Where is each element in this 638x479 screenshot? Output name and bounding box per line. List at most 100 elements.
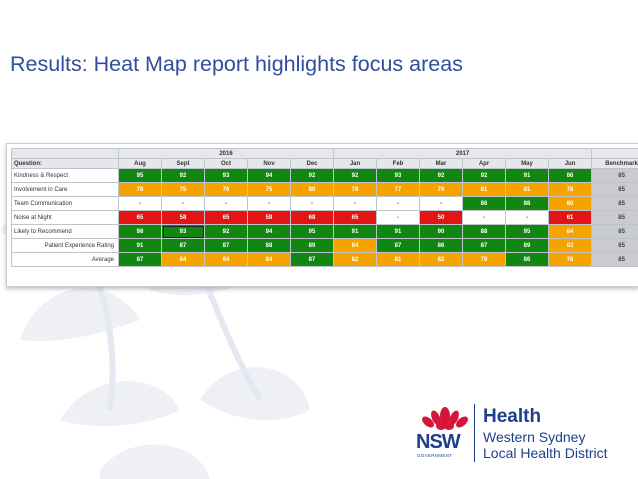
benchmark-cell: 85 <box>591 224 638 239</box>
heatmap-cell[interactable]: - <box>161 196 205 211</box>
heatmap-cell[interactable]: - <box>247 196 291 211</box>
heatmap-cell[interactable]: 65 <box>118 210 162 225</box>
heatmap-cell[interactable]: 86 <box>547 168 593 183</box>
heatmap-cell[interactable]: 75 <box>247 182 291 197</box>
heatmap-cell[interactable]: 89 <box>290 238 334 253</box>
month-header: Jan <box>333 158 377 169</box>
heatmap-cell[interactable]: 78 <box>547 252 593 267</box>
district-line-1: Western Sydney <box>483 429 586 445</box>
heatmap-cell[interactable]: - <box>419 196 463 211</box>
heatmap-cell[interactable]: 92 <box>290 168 334 183</box>
heatmap-cell[interactable]: 95 <box>505 224 549 239</box>
heatmap-cell[interactable]: - <box>333 196 377 211</box>
heatmap-cell[interactable]: 93 <box>376 168 420 183</box>
heatmap-cell[interactable]: 91 <box>376 224 420 239</box>
heatmap-cell[interactable]: 86 <box>462 196 506 211</box>
heatmap-cell[interactable]: 87 <box>161 238 205 253</box>
heatmap-cell[interactable]: 92 <box>333 168 377 183</box>
heatmap-cell[interactable]: 76 <box>419 182 463 197</box>
heatmap-cell[interactable]: 84 <box>247 252 291 267</box>
heatmap-cell[interactable]: 68 <box>290 210 334 225</box>
heatmap-cell[interactable]: 84 <box>547 224 593 239</box>
heatmap-cell[interactable]: 93 <box>161 224 205 239</box>
heatmap-cell[interactable]: 78 <box>333 182 377 197</box>
month-header: Feb <box>376 158 420 169</box>
heatmap-cell[interactable]: 82 <box>333 252 377 267</box>
question-label: Average <box>11 252 119 267</box>
month-header: Dec <box>290 158 334 169</box>
heatmap-cell[interactable]: 95 <box>290 224 334 239</box>
year-header-row: 2016 2017 <box>11 148 638 159</box>
waratah-logo-icon <box>422 407 468 430</box>
heatmap-cell[interactable]: - <box>204 196 248 211</box>
heatmap-cell[interactable]: 86 <box>419 238 463 253</box>
heatmap-cell[interactable]: 95 <box>118 168 162 183</box>
heatmap-cell[interactable]: - <box>462 210 506 225</box>
heatmap-cell[interactable]: 82 <box>419 252 463 267</box>
heatmap-cell[interactable]: - <box>118 196 162 211</box>
heatmap-cell[interactable]: 65 <box>333 210 377 225</box>
heatmap-cell[interactable]: 92 <box>419 168 463 183</box>
heatmap-cell[interactable]: 92 <box>462 168 506 183</box>
heatmap-cell[interactable]: 78 <box>547 182 593 197</box>
heatmap-cell[interactable]: 58 <box>161 210 205 225</box>
heatmap-cell[interactable]: - <box>376 210 420 225</box>
heatmap-cell[interactable]: 65 <box>204 210 248 225</box>
heatmap-cell[interactable]: 59 <box>247 210 291 225</box>
heatmap-cell[interactable]: 84 <box>333 238 377 253</box>
heatmap-cell[interactable]: 94 <box>247 224 291 239</box>
heatmap-cell[interactable]: 84 <box>204 252 248 267</box>
heatmap-cell[interactable]: 90 <box>419 224 463 239</box>
heatmap-row: Noise at Night 65 58 65 59 68 65-50- -61 85 <box>11 210 638 225</box>
heatmap-cell[interactable]: 94 <box>247 168 291 183</box>
heatmap-cell[interactable]: 83 <box>547 238 593 253</box>
heatmap-cell[interactable]: 98 <box>118 224 162 239</box>
heatmap-row: Kindness & Respect 95 92 93 94 92 92 93 92 92 91 86… <box>11 168 638 183</box>
question-label: Patient Experience Rating <box>11 238 119 253</box>
benchmark-cell: 85 <box>591 252 638 267</box>
slide-title: Results: Heat Map report highlights focu… <box>10 52 463 76</box>
heatmap-cell[interactable]: 78 <box>118 182 162 197</box>
question-label: Involvement in Care <box>11 182 119 197</box>
heatmap-cell[interactable]: 91 <box>118 238 162 253</box>
benchmark-cell: 85 <box>591 182 638 197</box>
heatmap-cell[interactable]: 81 <box>376 252 420 267</box>
heatmap-cell[interactable]: 84 <box>161 252 205 267</box>
heatmap-row: Average 87 84 84 84 87 82 81 82 79 86 78 85 <box>11 252 638 267</box>
heatmap-cell[interactable]: 79 <box>462 252 506 267</box>
heatmap-cell[interactable]: 86 <box>505 252 549 267</box>
heatmap-cell[interactable]: 87 <box>290 252 334 267</box>
heatmap-cell[interactable]: 91 <box>505 168 549 183</box>
heatmap-cell[interactable]: 80 <box>290 182 334 197</box>
heatmap-cell[interactable]: 87 <box>462 238 506 253</box>
heatmap-cell[interactable]: - <box>290 196 334 211</box>
heatmap-cell[interactable]: - <box>505 210 549 225</box>
heatmap-cell[interactable]: 87 <box>118 252 162 267</box>
heatmap-cell[interactable]: 88 <box>247 238 291 253</box>
blank-header-cell <box>591 148 638 159</box>
heatmap-cell[interactable]: 92 <box>161 168 205 183</box>
district-line-2: Local Health District <box>483 445 608 461</box>
heatmap-cell[interactable]: 61 <box>547 210 593 225</box>
heatmap-cell[interactable]: 50 <box>419 210 463 225</box>
heatmap-cell[interactable]: 87 <box>204 238 248 253</box>
heatmap-cell[interactable]: - <box>376 196 420 211</box>
heatmap-cell[interactable]: 81 <box>505 182 549 197</box>
heatmap-cell[interactable]: 91 <box>333 224 377 239</box>
benchmark-cell: 85 <box>591 238 638 253</box>
heatmap-cell[interactable]: 93 <box>204 168 248 183</box>
heatmap-cell[interactable]: 92 <box>204 224 248 239</box>
month-header: Jun <box>547 158 593 169</box>
heatmap-cell[interactable]: 75 <box>161 182 205 197</box>
heatmap-cell[interactable]: 89 <box>505 238 549 253</box>
question-header: Question: <box>11 158 119 169</box>
nsw-wordmark: NSW <box>416 431 461 453</box>
heatmap-cell[interactable]: 88 <box>505 196 549 211</box>
heatmap-cell[interactable]: 76 <box>204 182 248 197</box>
heatmap-cell[interactable]: 88 <box>462 224 506 239</box>
heatmap-cell[interactable]: 87 <box>376 238 420 253</box>
heatmap-cell[interactable]: 80 <box>547 196 593 211</box>
heatmap-cell[interactable]: 77 <box>376 182 420 197</box>
heatmap-cell[interactable]: 81 <box>462 182 506 197</box>
year-header-2016: 2016 <box>118 148 334 159</box>
